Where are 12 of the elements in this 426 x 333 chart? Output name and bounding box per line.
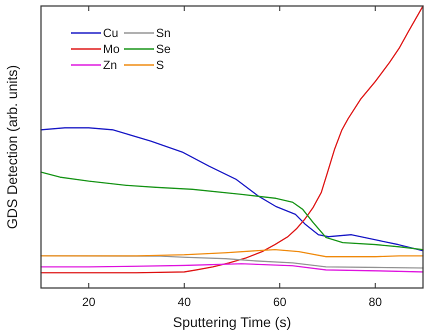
legend-label: Se xyxy=(156,42,172,56)
legend-label: Sn xyxy=(156,26,171,40)
legend-label: S xyxy=(156,58,164,72)
x-tick-label: 20 xyxy=(82,295,96,309)
x-axis-title: Sputtering Time (s) xyxy=(172,314,292,330)
x-tick-label: 80 xyxy=(368,295,382,309)
legend-label: Mo xyxy=(103,42,120,56)
x-tick-label: 40 xyxy=(178,295,192,309)
y-axis-title: GDS Detection (arb. units) xyxy=(4,64,20,230)
legend-label: Zn xyxy=(103,58,118,72)
x-tick-label: 60 xyxy=(273,295,287,309)
legend-label: Cu xyxy=(103,26,118,40)
